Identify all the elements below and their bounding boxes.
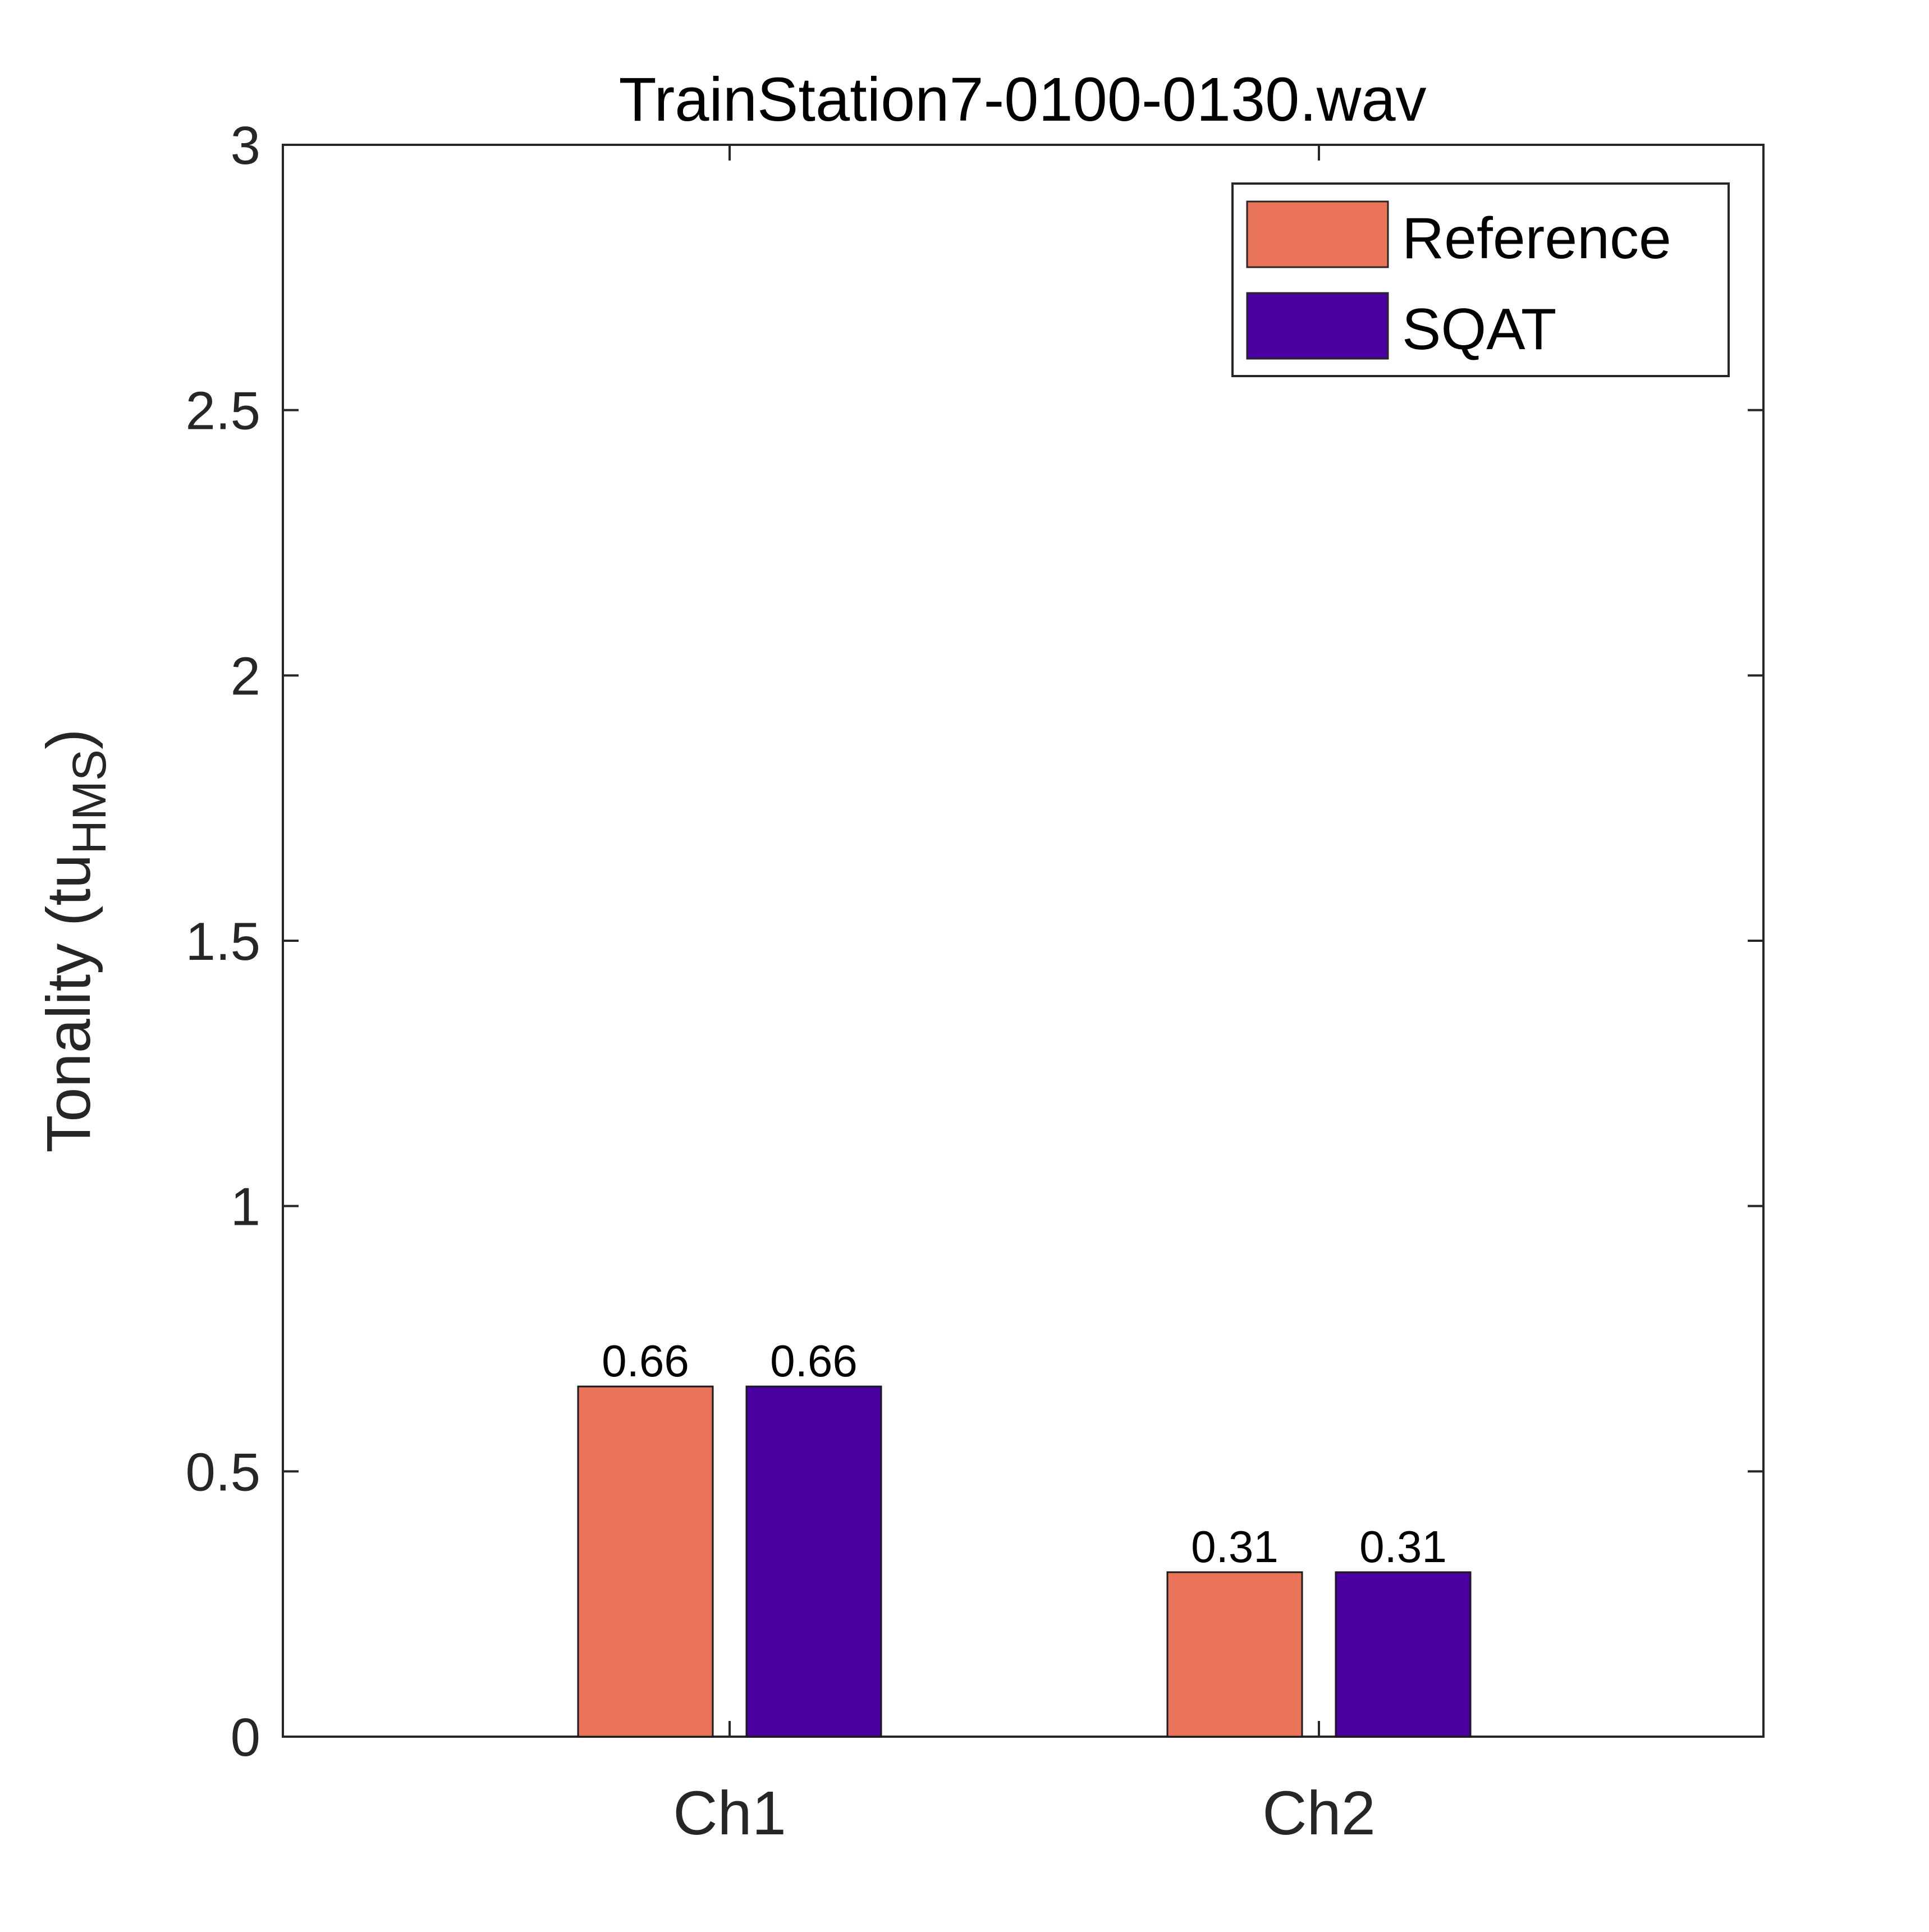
data-label: 0.31: [1359, 1522, 1447, 1572]
y-axis-label-main: Tonality (tu: [34, 854, 103, 1153]
data-label: 0.66: [770, 1336, 858, 1386]
x-tick-label: Ch1: [673, 1779, 786, 1848]
bars: [577, 1385, 1472, 1738]
y-tick-label: 1: [231, 1177, 260, 1237]
y-axis-label: Tonality (tuHMS): [34, 729, 116, 1152]
y-tick-label: 0.5: [186, 1442, 260, 1502]
legend-label-sqat: SQAT: [1402, 297, 1556, 362]
y-tick-label: 2.5: [186, 381, 260, 441]
data-label: 0.31: [1191, 1522, 1279, 1572]
y-tick-label: 1.5: [186, 912, 260, 972]
legend-swatch-reference: [1246, 200, 1389, 268]
chart-title: TrainStation7-0100-0130.wav: [618, 65, 1426, 134]
x-axis-ticks: Ch1 Ch2: [673, 145, 1376, 1848]
data-label: 0.66: [602, 1336, 689, 1386]
bar-sqat-ch1: [745, 1385, 882, 1738]
legend-label-reference: Reference: [1402, 206, 1671, 271]
legend-swatch-sqat: [1246, 292, 1389, 360]
y-axis-label-close: ): [34, 729, 103, 749]
bar-reference-ch1: [577, 1385, 714, 1738]
y-axis-ticks: 0 0.5 1 1.5 2 2.5 3: [186, 116, 1763, 1768]
bar-sqat-ch2: [1335, 1571, 1472, 1738]
y-axis-label-subscript: HMS: [63, 749, 116, 854]
data-labels: 0.66 0.66 0.31 0.31: [602, 1336, 1447, 1572]
y-tick-label: 0: [231, 1707, 260, 1768]
x-tick-label: Ch2: [1262, 1779, 1376, 1848]
y-tick-label: 2: [231, 646, 260, 706]
bar-reference-ch2: [1166, 1571, 1303, 1738]
legend: Reference SQAT: [1231, 182, 1730, 377]
y-tick-label: 3: [231, 116, 260, 176]
